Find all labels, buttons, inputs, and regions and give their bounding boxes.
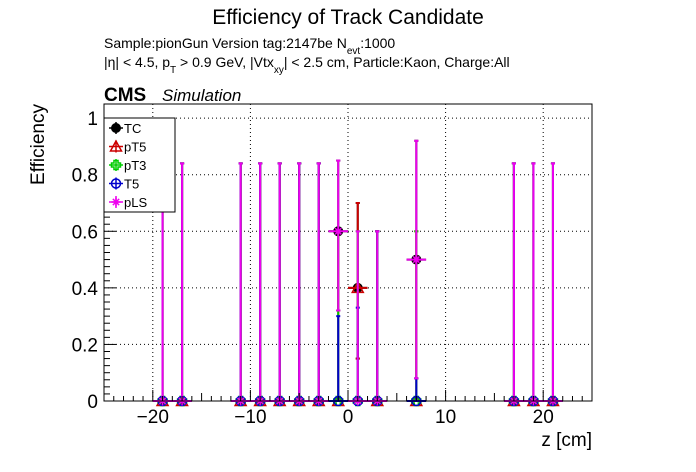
- cms-label: CMS: [104, 85, 146, 106]
- chart-title: Efficiency of Track Candidate: [212, 6, 484, 29]
- legend-marker-tc: [111, 123, 121, 133]
- info-line-1-prefix: Sample:pionGun Version tag:2147be N: [104, 35, 347, 51]
- data-point-pls-stroke: [334, 227, 342, 235]
- y-tick-label: 0.6: [72, 222, 98, 243]
- info-line-2-b: > 0.9 GeV, |Vtx: [176, 54, 274, 70]
- legend-marker-pls-stroke: [112, 198, 120, 206]
- legend-marker-pt3: [110, 159, 122, 171]
- x-tick-label: −10: [234, 407, 266, 428]
- axes: −20 −10 0 10 20 0 0.2 0.4 0.6 0.8 1: [72, 103, 593, 428]
- info-line-2-c: | < 2.5 cm, Particle:Kaon, Charge:All: [284, 54, 510, 70]
- legend-marker-pt5: [109, 139, 123, 152]
- info-line-2-sub1: T: [170, 65, 176, 76]
- legend-marker-t5: [110, 178, 122, 189]
- y-tick-label: 1: [87, 109, 98, 130]
- x-tick-label: 0: [343, 407, 354, 428]
- legend-label-t5: T5: [124, 177, 139, 192]
- simulation-label: Simulation: [162, 86, 241, 105]
- info-line-1-suffix: :1000: [360, 35, 395, 51]
- x-tick-label: 20: [533, 407, 554, 428]
- legend: TC pT5 pT3 T5 pLS: [103, 117, 176, 213]
- data-point-pls: [411, 255, 421, 265]
- legend-marker-pls: [111, 197, 121, 207]
- data-point-pls-stroke: [412, 255, 421, 264]
- legend-entry-pt5: pT5: [109, 139, 146, 155]
- x-axis-label: z [cm]: [541, 430, 592, 451]
- x-tick-label: −20: [137, 407, 169, 428]
- legend-entry-pls: pLS: [109, 195, 147, 210]
- legend-entry-t5: T5: [109, 177, 139, 192]
- y-tick-label: 0.4: [72, 279, 99, 300]
- y-axis-label: Efficiency: [28, 104, 49, 185]
- legend-label-pt5: pT5: [124, 140, 146, 155]
- x-tick-label: 10: [435, 407, 456, 428]
- info-line-1-subscript: evt: [347, 46, 361, 57]
- legend-label-pls: pLS: [124, 195, 147, 210]
- y-tick-label: 0: [87, 392, 98, 413]
- legend-entry-tc: TC: [109, 121, 141, 136]
- info-line-2: |η| < 4.5, pT > 0.9 GeV, |Vtxxy| < 2.5 c…: [104, 54, 510, 76]
- info-line-2-a: |η| < 4.5, p: [104, 54, 170, 70]
- legend-label-pt3: pT3: [124, 158, 146, 173]
- legend-label-tc: TC: [124, 121, 141, 136]
- info-line-2-sub2: xy: [274, 65, 284, 76]
- y-tick-label: 0.8: [72, 166, 98, 187]
- legend-entry-pt3: pT3: [109, 158, 146, 173]
- y-tick-label: 0.2: [72, 335, 98, 356]
- data-point-pls: [333, 226, 343, 236]
- info-line-1: Sample:pionGun Version tag:2147be Nevt:1…: [104, 35, 395, 57]
